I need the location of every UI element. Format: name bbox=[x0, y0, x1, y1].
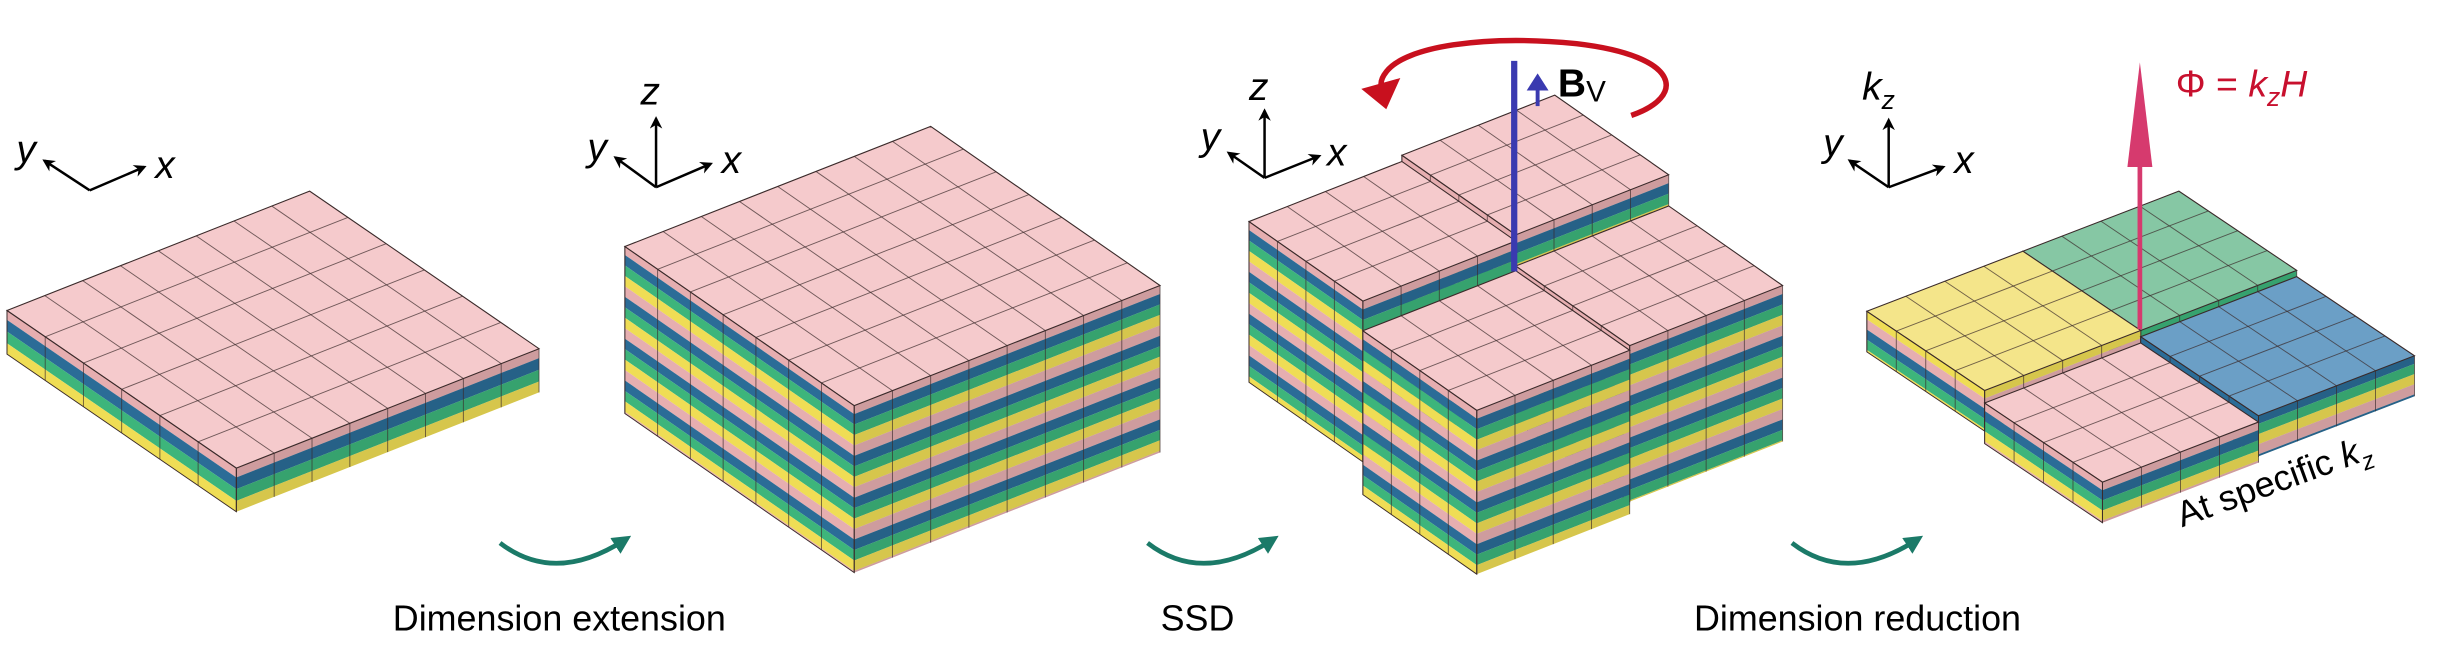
kz-axis-label: kz bbox=[1862, 66, 1895, 115]
grid-line bbox=[2218, 306, 2337, 387]
axes-panel-3 bbox=[1226, 108, 1322, 180]
flux-arrow bbox=[2127, 62, 2153, 330]
grid-line bbox=[662, 231, 893, 392]
x-axis-label: x bbox=[1952, 139, 1975, 182]
y-axis-arrow bbox=[613, 156, 657, 189]
y-axis-label: y bbox=[1820, 122, 1845, 165]
grid-line bbox=[2023, 387, 2142, 468]
side-layer bbox=[624, 307, 855, 477]
reduced-quadrant-pink bbox=[1983, 342, 2260, 524]
x-axis-label: x bbox=[153, 144, 176, 187]
extended-block bbox=[623, 125, 1162, 574]
side-layer bbox=[624, 401, 855, 571]
grid-line bbox=[815, 171, 1046, 331]
side-layer bbox=[624, 296, 855, 467]
y-axis-label: y bbox=[13, 128, 38, 171]
y-axis-arrow bbox=[1847, 159, 1890, 189]
x-axis-arrow bbox=[1888, 164, 1946, 189]
y-axis-arrow bbox=[1226, 151, 1266, 179]
step-label-dimension-reduction: Dimension reduction bbox=[1694, 598, 2021, 638]
side-layer bbox=[624, 265, 855, 436]
side-layer bbox=[624, 317, 855, 488]
grid-line bbox=[1439, 300, 1554, 381]
side-layer bbox=[624, 254, 855, 425]
axes-panel-2 bbox=[613, 116, 713, 189]
grid-line bbox=[1944, 280, 2063, 361]
grid-line bbox=[701, 216, 931, 377]
grid-line bbox=[2061, 235, 2180, 316]
side-layer bbox=[624, 328, 855, 498]
grid-line bbox=[853, 156, 1084, 316]
side-layer bbox=[624, 359, 855, 530]
grid-line bbox=[2100, 220, 2219, 301]
grid-line bbox=[233, 220, 464, 379]
grid-line bbox=[1477, 285, 1592, 366]
side-outline bbox=[624, 245, 855, 574]
side-layer bbox=[624, 286, 855, 456]
grid-line bbox=[1630, 220, 1745, 301]
grid-line bbox=[1286, 206, 1402, 287]
grid-line bbox=[1439, 139, 1555, 221]
field-label: BV bbox=[1558, 63, 1606, 109]
thin-slab bbox=[5, 190, 541, 513]
grid-line bbox=[158, 250, 388, 409]
side-layer bbox=[624, 369, 855, 540]
y-axis-label: y bbox=[584, 127, 609, 170]
grid-line bbox=[1478, 124, 1593, 206]
grid-line bbox=[120, 265, 351, 424]
side-layer bbox=[624, 338, 855, 509]
axes-panel-4 bbox=[1847, 117, 1946, 189]
grid-line bbox=[2101, 357, 2220, 438]
field-direction-arrow bbox=[1526, 73, 1549, 107]
grid-line bbox=[1516, 109, 1631, 191]
side-layer bbox=[624, 349, 855, 519]
side-layer bbox=[624, 246, 855, 415]
side-outline bbox=[1362, 329, 1478, 576]
x-axis-arrow bbox=[1264, 153, 1322, 180]
side-layer bbox=[624, 380, 855, 550]
side-layer bbox=[624, 275, 855, 446]
grid-line bbox=[739, 201, 970, 362]
step-arrow-3 bbox=[1790, 535, 1924, 566]
grid-line bbox=[2179, 321, 2298, 402]
step-arrow-2 bbox=[1146, 535, 1279, 566]
rotation-arrow bbox=[1378, 37, 1669, 119]
grid-line bbox=[195, 235, 426, 394]
side-outline bbox=[1984, 402, 2103, 524]
ssd-block-front bbox=[1361, 270, 1631, 576]
grid-line bbox=[1983, 265, 2102, 346]
grid-line bbox=[1553, 250, 1669, 331]
x-axis-arrow bbox=[655, 162, 713, 189]
grid-line bbox=[271, 205, 502, 365]
grid-line bbox=[2062, 372, 2181, 453]
step-label-ssd: SSD bbox=[1161, 598, 1235, 638]
grid-line bbox=[2257, 291, 2376, 372]
y-axis-arrow bbox=[42, 159, 91, 192]
x-axis-label: x bbox=[1325, 131, 1348, 174]
grid-line bbox=[2139, 205, 2258, 286]
grid-line bbox=[1905, 295, 2024, 376]
x-axis-arrow bbox=[89, 165, 147, 192]
side-layer bbox=[624, 390, 855, 561]
axes-panel-1 bbox=[42, 159, 147, 192]
step-arrow-1 bbox=[498, 535, 632, 566]
grid-line bbox=[1400, 315, 1516, 396]
x-axis-label: x bbox=[720, 139, 743, 182]
grid-line bbox=[1363, 176, 1478, 257]
z-axis-label: z bbox=[1248, 66, 1269, 109]
side-outline bbox=[6, 309, 237, 513]
lattice-blocks bbox=[5, 94, 2416, 576]
rotation-arrowhead bbox=[1361, 78, 1401, 110]
z-axis-label: z bbox=[639, 71, 660, 114]
step-label-dimension-extension: Dimension extension bbox=[393, 598, 726, 638]
grid-line bbox=[82, 280, 313, 439]
grid-line bbox=[1325, 191, 1440, 272]
flux-label: Φ = kzH bbox=[2176, 63, 2309, 112]
grid-line bbox=[777, 186, 1008, 346]
grid-line bbox=[892, 141, 1123, 301]
grid-line bbox=[1591, 235, 1707, 316]
y-axis-label: y bbox=[1198, 116, 1223, 159]
grid-line bbox=[44, 295, 275, 454]
